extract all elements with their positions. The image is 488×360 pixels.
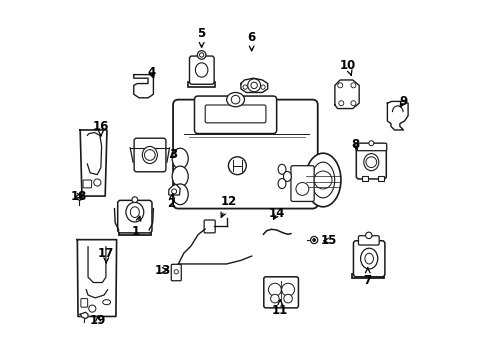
Text: 9: 9	[399, 95, 407, 108]
FancyBboxPatch shape	[119, 230, 151, 235]
FancyBboxPatch shape	[205, 105, 265, 123]
Ellipse shape	[172, 184, 188, 204]
Ellipse shape	[130, 207, 139, 217]
Circle shape	[144, 150, 155, 160]
Text: 19: 19	[90, 314, 106, 327]
Text: 7: 7	[363, 268, 371, 287]
Circle shape	[368, 141, 373, 146]
Text: 17: 17	[98, 247, 114, 263]
Text: 4: 4	[147, 66, 156, 79]
Circle shape	[295, 183, 308, 195]
Ellipse shape	[305, 153, 340, 207]
Ellipse shape	[311, 162, 334, 198]
Circle shape	[261, 85, 264, 89]
FancyBboxPatch shape	[173, 100, 317, 208]
Circle shape	[132, 197, 138, 203]
Text: 2: 2	[167, 194, 175, 210]
Text: 3: 3	[169, 148, 177, 162]
FancyBboxPatch shape	[355, 143, 386, 151]
Text: 6: 6	[247, 31, 255, 51]
Circle shape	[350, 83, 355, 88]
Text: 5: 5	[197, 27, 205, 47]
Circle shape	[281, 283, 294, 296]
Circle shape	[268, 283, 281, 296]
Polygon shape	[168, 184, 180, 195]
Circle shape	[228, 157, 246, 175]
Text: 10: 10	[339, 59, 355, 75]
FancyBboxPatch shape	[263, 277, 298, 308]
Circle shape	[174, 270, 178, 274]
Circle shape	[313, 171, 331, 189]
Circle shape	[197, 51, 205, 59]
Circle shape	[283, 294, 292, 303]
Circle shape	[350, 101, 355, 106]
Text: 1: 1	[131, 216, 141, 238]
Circle shape	[231, 95, 240, 104]
Circle shape	[270, 294, 279, 303]
FancyBboxPatch shape	[203, 220, 215, 233]
Text: 18: 18	[70, 190, 86, 203]
Ellipse shape	[172, 148, 188, 169]
Text: 15: 15	[320, 234, 336, 247]
Text: 16: 16	[93, 120, 109, 136]
Ellipse shape	[360, 248, 377, 269]
FancyBboxPatch shape	[351, 274, 383, 278]
Ellipse shape	[278, 179, 285, 189]
FancyBboxPatch shape	[189, 56, 214, 84]
FancyBboxPatch shape	[171, 264, 181, 281]
Ellipse shape	[125, 202, 143, 222]
Circle shape	[94, 179, 101, 186]
Text: 14: 14	[268, 207, 284, 220]
Ellipse shape	[278, 164, 285, 174]
Text: 13: 13	[154, 264, 170, 276]
Circle shape	[365, 232, 371, 239]
Ellipse shape	[226, 93, 244, 107]
Circle shape	[250, 82, 257, 89]
Circle shape	[338, 101, 343, 106]
FancyBboxPatch shape	[118, 201, 152, 233]
FancyBboxPatch shape	[356, 144, 386, 179]
FancyBboxPatch shape	[81, 298, 87, 307]
Ellipse shape	[363, 154, 378, 171]
Polygon shape	[386, 102, 407, 130]
FancyBboxPatch shape	[362, 176, 367, 181]
FancyBboxPatch shape	[134, 138, 165, 172]
Circle shape	[312, 239, 315, 242]
Circle shape	[365, 157, 376, 167]
FancyBboxPatch shape	[290, 166, 313, 202]
FancyBboxPatch shape	[353, 241, 384, 277]
Ellipse shape	[195, 63, 207, 77]
Circle shape	[310, 237, 317, 244]
Polygon shape	[77, 240, 116, 316]
Circle shape	[247, 79, 260, 92]
Polygon shape	[241, 78, 267, 93]
FancyBboxPatch shape	[83, 180, 91, 188]
Polygon shape	[80, 130, 107, 196]
Polygon shape	[134, 75, 153, 98]
Text: 8: 8	[350, 138, 359, 151]
FancyBboxPatch shape	[194, 96, 276, 134]
Circle shape	[199, 53, 203, 57]
FancyBboxPatch shape	[188, 82, 215, 87]
FancyBboxPatch shape	[358, 236, 378, 245]
Ellipse shape	[102, 300, 110, 305]
Ellipse shape	[283, 171, 291, 181]
Circle shape	[337, 83, 342, 88]
Circle shape	[88, 305, 96, 312]
Circle shape	[243, 85, 247, 89]
Ellipse shape	[142, 147, 157, 163]
Polygon shape	[334, 80, 358, 109]
Text: 12: 12	[220, 195, 236, 217]
Polygon shape	[80, 312, 88, 319]
Ellipse shape	[364, 253, 373, 264]
Polygon shape	[75, 194, 82, 201]
Circle shape	[171, 189, 176, 194]
Ellipse shape	[172, 166, 188, 187]
FancyBboxPatch shape	[378, 176, 383, 181]
Text: 11: 11	[271, 300, 288, 317]
